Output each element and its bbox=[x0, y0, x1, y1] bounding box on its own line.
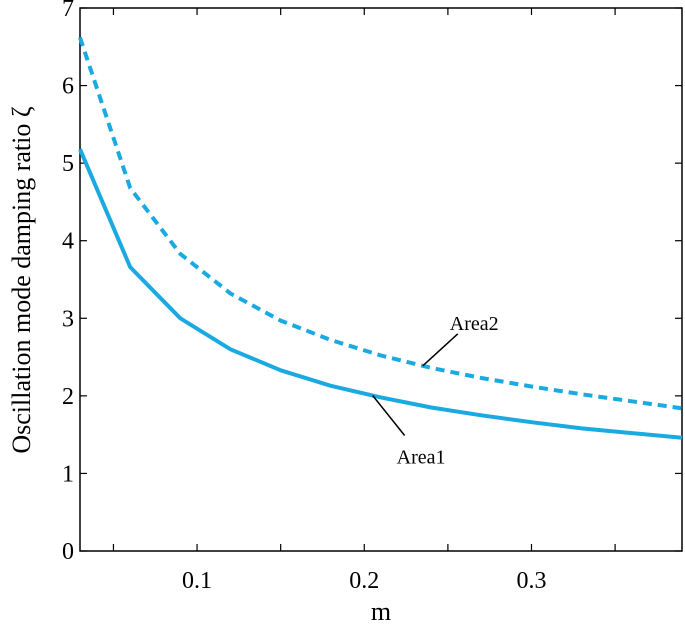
x-tick-label: 0.1 bbox=[182, 568, 212, 594]
annotation-leader-area1 bbox=[372, 395, 406, 436]
y-tick-label: 1 bbox=[62, 461, 74, 487]
tick-labels: 0.1 0.2 0.3 0 1 2 3 4 5 6 7 bbox=[62, 0, 547, 594]
series-line-area2 bbox=[78, 36, 683, 411]
annotation-area1: Area1 bbox=[397, 446, 446, 468]
axis-ticks bbox=[80, 7, 682, 552]
y-tick-label: 2 bbox=[62, 384, 74, 410]
y-axis-label: Oscillation mode damping ratio ζ bbox=[7, 106, 36, 453]
y-tick-label: 0 bbox=[62, 539, 74, 565]
series-line-area1 bbox=[78, 148, 683, 440]
plot-frame bbox=[79, 7, 683, 552]
x-tick-label: 0.3 bbox=[517, 568, 547, 594]
series-annotations: Area1 Area2 bbox=[372, 313, 499, 468]
y-tick-label: 3 bbox=[62, 306, 74, 332]
y-tick-label: 4 bbox=[62, 229, 74, 255]
x-axis-label: m bbox=[371, 597, 391, 626]
y-tick-label: 6 bbox=[62, 74, 74, 100]
y-tick-label: 7 bbox=[62, 0, 74, 22]
y-tick-label: 5 bbox=[62, 151, 74, 177]
annotation-leader-area2 bbox=[422, 333, 459, 367]
annotation-area2: Area2 bbox=[450, 313, 499, 335]
x-tick-label: 0.2 bbox=[349, 568, 379, 594]
series-lines bbox=[78, 36, 683, 440]
